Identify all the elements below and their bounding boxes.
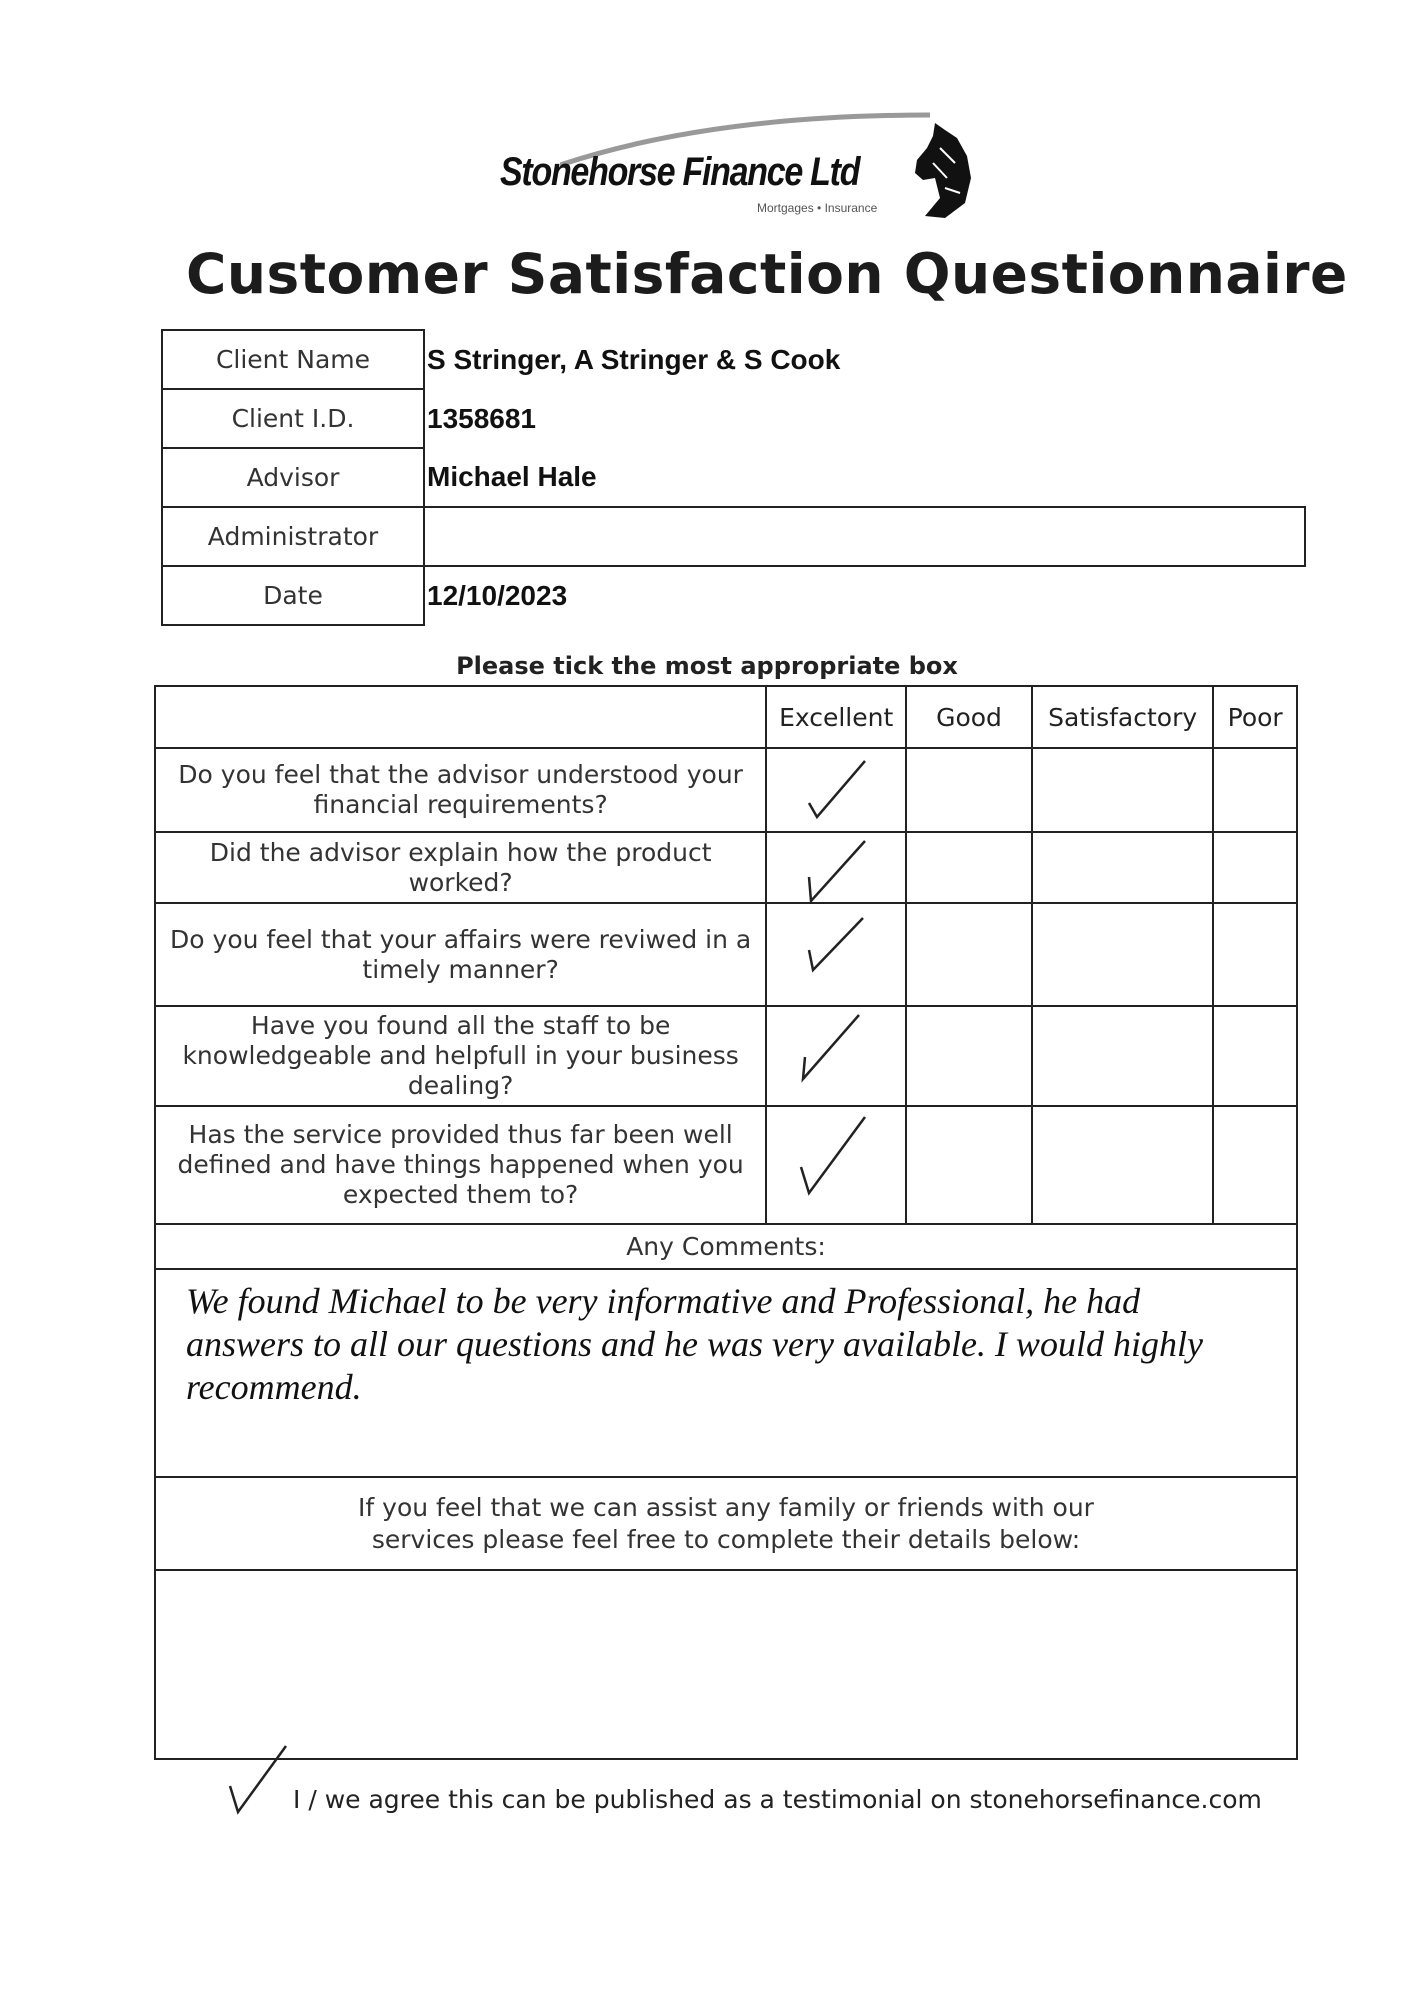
- column-excellent: Excellent: [765, 685, 908, 749]
- good-checkbox[interactable]: [905, 1005, 1033, 1107]
- consent-tick-icon[interactable]: [226, 1740, 296, 1820]
- horse-head-logo-icon: [915, 123, 971, 218]
- rating-table: Excellent Good Satisfactory Poor Do you …: [153, 685, 1298, 1760]
- good-checkbox[interactable]: [905, 902, 1033, 1007]
- advisor-value[interactable]: Michael Hale: [427, 461, 597, 492]
- satisfactory-checkbox[interactable]: [1030, 831, 1215, 904]
- poor-checkbox[interactable]: [1212, 1105, 1298, 1225]
- good-checkbox[interactable]: [905, 747, 1033, 833]
- question-text: Do you feel that your affairs were reviw…: [153, 902, 768, 1007]
- column-good: Good: [905, 685, 1033, 749]
- comments-label: Any Comments:: [154, 1223, 1298, 1270]
- tick-icon: [800, 1116, 867, 1196]
- question-row: Do you feel that the advisor understood …: [153, 747, 1298, 833]
- satisfactory-checkbox[interactable]: [1030, 1005, 1215, 1107]
- column-poor: Poor: [1212, 685, 1298, 749]
- referral-details-row: [154, 1569, 1298, 1760]
- question-row: Has the service provided thus far been w…: [153, 1105, 1298, 1225]
- question-row: Did the advisor explain how the product …: [153, 831, 1298, 904]
- satisfactory-checkbox[interactable]: [1030, 747, 1215, 833]
- page-title: Customer Satisfaction Questionnaire: [186, 242, 1348, 306]
- comments-field[interactable]: We found Michael to be very informative …: [154, 1268, 1298, 1478]
- tick-icon: [808, 840, 867, 904]
- satisfactory-checkbox[interactable]: [1030, 902, 1215, 1007]
- comments-row: We found Michael to be very informative …: [154, 1268, 1298, 1478]
- comments-label-row: Any Comments:: [154, 1223, 1298, 1270]
- excellent-checkbox[interactable]: [765, 1005, 908, 1107]
- date-value[interactable]: 12/10/2023: [427, 580, 568, 611]
- question-text: Did the advisor explain how the product …: [153, 831, 768, 904]
- excellent-checkbox[interactable]: [765, 747, 908, 833]
- client-id-value[interactable]: 1358681: [427, 402, 537, 434]
- instruction-text: Please tick the most appropriate box: [456, 652, 958, 680]
- question-text: Have you found all the staff to be knowl…: [153, 1005, 768, 1107]
- client-name-label: Client Name: [161, 329, 425, 390]
- referral-prompt: If you feel that we can assist any famil…: [154, 1476, 1298, 1571]
- logo-swoosh: [560, 112, 931, 168]
- poor-checkbox[interactable]: [1212, 902, 1298, 1007]
- advisor-label: Advisor: [161, 447, 425, 508]
- poor-checkbox[interactable]: [1212, 1005, 1298, 1107]
- administrator-value[interactable]: [423, 506, 1306, 567]
- poor-checkbox[interactable]: [1212, 747, 1298, 833]
- date-row: Date 12/10/2023: [161, 565, 1305, 626]
- company-logo-name: Stonehorse Finance Ltd: [500, 150, 860, 194]
- question-row: Have you found all the staff to be knowl…: [153, 1005, 1298, 1107]
- client-name-row: Client Name S Stringer, A Stringer & S Co…: [161, 329, 1305, 390]
- client-id-label: Client I.D.: [161, 388, 425, 449]
- tick-icon: [808, 760, 867, 820]
- tick-icon: [808, 917, 865, 973]
- administrator-row: Administrator: [161, 506, 1306, 567]
- advisor-row: Advisor Michael Hale: [161, 447, 1305, 508]
- tick-icon: [801, 1014, 861, 1083]
- good-checkbox[interactable]: [905, 1105, 1033, 1225]
- poor-checkbox[interactable]: [1212, 831, 1298, 904]
- satisfactory-checkbox[interactable]: [1030, 1105, 1215, 1225]
- good-checkbox[interactable]: [905, 831, 1033, 904]
- client-name-value[interactable]: S Stringer, A Stringer & S Cook: [427, 343, 841, 375]
- excellent-checkbox[interactable]: [765, 902, 908, 1007]
- rating-header-row: Excellent Good Satisfactory Poor: [153, 685, 1298, 749]
- excellent-checkbox[interactable]: [765, 1105, 908, 1225]
- administrator-label: Administrator: [161, 506, 425, 567]
- question-header: [153, 685, 768, 749]
- question-text: Do you feel that the advisor understood …: [153, 747, 768, 833]
- column-satisfactory: Satisfactory: [1030, 685, 1215, 749]
- client-id-row: Client I.D. 1358681: [161, 388, 1305, 449]
- question-text: Has the service provided thus far been w…: [153, 1105, 768, 1225]
- date-label: Date: [161, 565, 425, 626]
- company-logo-tagline: Mortgages • Insurance: [757, 201, 878, 215]
- question-row: Do you feel that your affairs were reviw…: [153, 902, 1298, 1007]
- consent-text: I / we agree this can be published as a …: [293, 1785, 1262, 1814]
- referral-prompt-row: If you feel that we can assist any famil…: [154, 1476, 1298, 1571]
- client-info-table: Client Name S Stringer, A Stringer & S Co…: [161, 329, 1306, 626]
- excellent-checkbox[interactable]: [765, 831, 908, 904]
- referral-details-field[interactable]: [154, 1569, 1298, 1760]
